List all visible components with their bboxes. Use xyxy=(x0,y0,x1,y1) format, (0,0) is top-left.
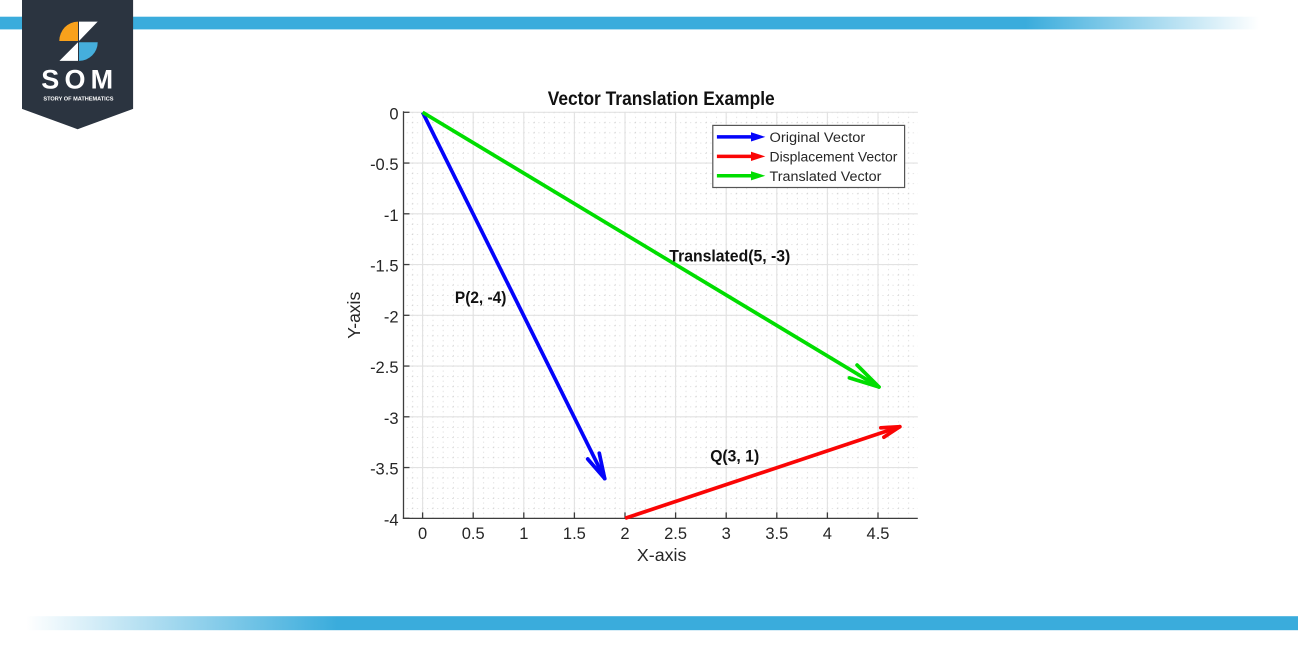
svg-text:0.5: 0.5 xyxy=(462,525,485,543)
svg-text:4.5: 4.5 xyxy=(867,525,890,543)
svg-text:-1: -1 xyxy=(384,207,399,225)
svg-text:1.5: 1.5 xyxy=(563,525,586,543)
svg-text:X-axis: X-axis xyxy=(637,545,687,565)
svg-text:-1.5: -1.5 xyxy=(370,258,398,276)
svg-text:-4: -4 xyxy=(384,511,399,529)
svg-text:-3: -3 xyxy=(384,410,399,428)
svg-text:0: 0 xyxy=(389,105,398,123)
svg-text:4: 4 xyxy=(823,525,832,543)
svg-text:Displacement Vector: Displacement Vector xyxy=(770,150,898,166)
svg-text:3.5: 3.5 xyxy=(765,525,788,543)
svg-text:2: 2 xyxy=(620,525,629,543)
svg-text:-0.5: -0.5 xyxy=(370,156,398,174)
svg-text:3: 3 xyxy=(722,525,731,543)
svg-text:Translated(5, -3): Translated(5, -3) xyxy=(669,247,790,266)
svg-text:Translated Vector: Translated Vector xyxy=(770,169,882,185)
svg-text:STORY OF MATHEMATICS: STORY OF MATHEMATICS xyxy=(43,97,113,103)
svg-text:Vector Translation Example: Vector Translation Example xyxy=(548,88,775,110)
svg-text:-3.5: -3.5 xyxy=(370,461,398,479)
svg-text:Original Vector: Original Vector xyxy=(770,130,866,146)
svg-text:SOM: SOM xyxy=(41,64,113,94)
svg-text:2.5: 2.5 xyxy=(664,525,687,543)
svg-text:0: 0 xyxy=(418,525,427,543)
svg-text:1: 1 xyxy=(519,525,528,543)
svg-text:Y-axis: Y-axis xyxy=(344,292,364,339)
svg-text:Q(3, 1): Q(3, 1) xyxy=(710,446,759,465)
svg-text:P(2, -4): P(2, -4) xyxy=(455,288,507,307)
svg-text:-2: -2 xyxy=(384,308,399,326)
svg-text:-2.5: -2.5 xyxy=(370,359,398,377)
